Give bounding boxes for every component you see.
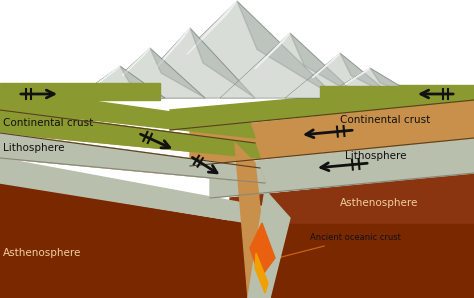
Polygon shape <box>285 53 395 98</box>
Polygon shape <box>98 66 120 84</box>
Polygon shape <box>255 33 290 69</box>
Polygon shape <box>255 253 268 293</box>
Text: Continental crust: Continental crust <box>3 118 93 128</box>
Polygon shape <box>0 83 160 100</box>
Polygon shape <box>370 68 420 98</box>
Polygon shape <box>340 53 395 98</box>
Polygon shape <box>235 143 270 298</box>
Polygon shape <box>170 83 474 130</box>
Polygon shape <box>320 86 474 100</box>
Polygon shape <box>125 28 255 98</box>
Polygon shape <box>250 223 275 278</box>
Polygon shape <box>330 85 474 98</box>
Polygon shape <box>230 173 474 223</box>
Text: Asthenosphere: Asthenosphere <box>3 248 82 258</box>
Polygon shape <box>137 1 337 98</box>
Polygon shape <box>187 1 237 54</box>
Polygon shape <box>0 133 280 228</box>
Polygon shape <box>210 138 474 198</box>
Polygon shape <box>75 66 165 98</box>
Polygon shape <box>0 183 290 298</box>
Polygon shape <box>122 48 150 75</box>
Text: Lithosphere: Lithosphere <box>345 151 407 161</box>
Polygon shape <box>95 48 205 98</box>
Polygon shape <box>157 28 190 66</box>
Polygon shape <box>190 28 255 98</box>
Text: Asthenosphere: Asthenosphere <box>340 198 419 208</box>
Polygon shape <box>0 85 155 98</box>
Polygon shape <box>312 53 340 78</box>
Polygon shape <box>220 33 360 98</box>
Polygon shape <box>120 66 165 98</box>
Text: Mountain
range: Mountain range <box>8 28 66 56</box>
Polygon shape <box>0 110 265 183</box>
Text: Continental crust: Continental crust <box>340 115 430 125</box>
Polygon shape <box>150 48 205 98</box>
Polygon shape <box>237 1 337 98</box>
Polygon shape <box>0 0 474 85</box>
Polygon shape <box>248 190 290 298</box>
Polygon shape <box>190 100 474 166</box>
Polygon shape <box>290 33 360 98</box>
Text: Ancient oceanic crust: Ancient oceanic crust <box>261 234 401 262</box>
Polygon shape <box>0 88 260 158</box>
Polygon shape <box>345 68 370 85</box>
Text: Lithosphere: Lithosphere <box>3 143 64 153</box>
Polygon shape <box>320 68 420 98</box>
Polygon shape <box>0 223 474 298</box>
Polygon shape <box>230 223 474 298</box>
